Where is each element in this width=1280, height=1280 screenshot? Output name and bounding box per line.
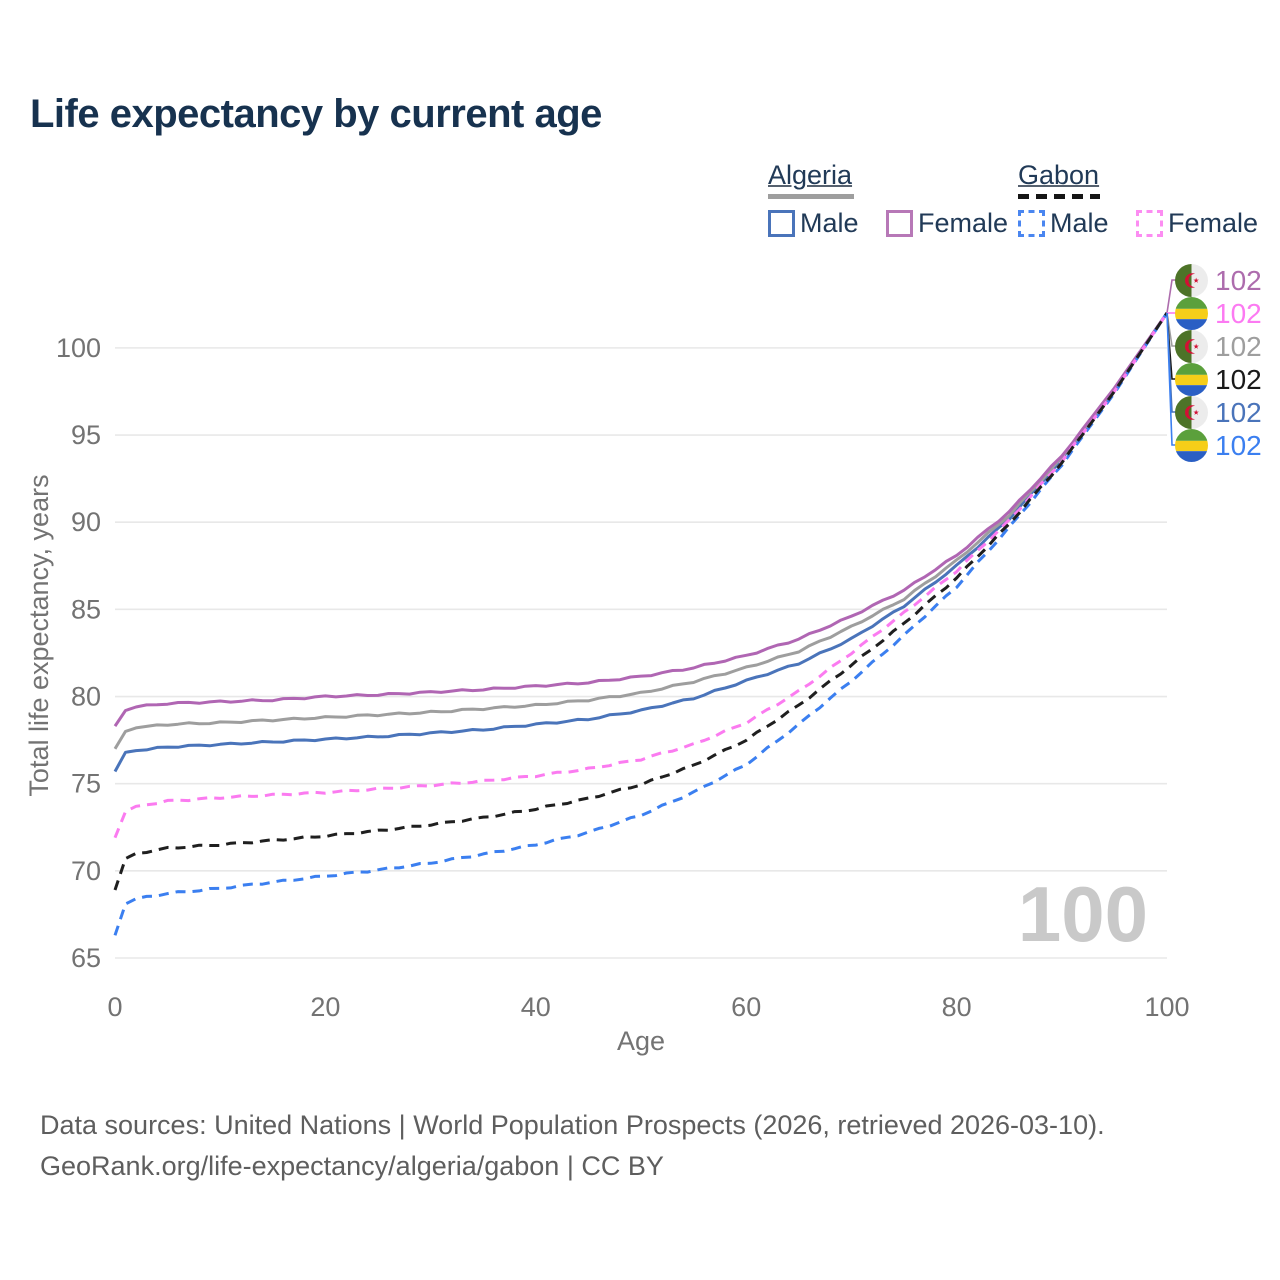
legend-label-algeria-male: Male	[800, 208, 859, 238]
algeria-flag-icon	[1175, 395, 1208, 429]
gabon-flag-icon	[1175, 296, 1208, 330]
x-tick-label: 0	[107, 992, 122, 1022]
endpoint-value-algeria-female: 102	[1215, 264, 1262, 296]
endpoint-label-gabon-all: 102	[1175, 362, 1262, 396]
series-line-gabon-male	[113, 312, 1169, 936]
y-axis-title: Total life expectancy, years	[24, 474, 54, 796]
endpoint-value-gabon-male: 102	[1215, 429, 1262, 461]
x-tick-label: 40	[521, 992, 551, 1022]
algeria-female-swatch-icon	[885, 210, 913, 237]
endpoint-value-gabon-female: 102	[1215, 297, 1262, 329]
footer-line-2: GeoRank.org/life-expectancy/algeria/gabo…	[40, 1151, 664, 1181]
y-tick-label: 65	[71, 943, 101, 973]
x-tick-label: 60	[731, 992, 761, 1022]
algeria-male-swatch-icon	[768, 210, 795, 237]
y-tick-label: 75	[71, 769, 101, 799]
endpoint-value-algeria-all: 102	[1215, 330, 1262, 362]
legend-country-algeria[interactable]: Algeria	[768, 160, 853, 190]
footer-line-1: Data sources: United Nations | World Pop…	[40, 1110, 1105, 1140]
legend-label-gabon-male: Male	[1050, 208, 1109, 238]
gabon-all-line-sample	[1018, 194, 1100, 199]
legend-item-algeria-female[interactable]: Female	[885, 208, 1009, 239]
y-tick-label: 70	[71, 856, 101, 886]
page-title: Life expectancy by current age	[30, 92, 602, 136]
algeria-flag-icon	[1175, 329, 1208, 363]
x-tick-label: 80	[942, 992, 972, 1022]
algeria-all-line-sample	[768, 194, 854, 199]
endpoint-label-algeria-all: 102	[1175, 329, 1262, 363]
series-line-algeria-male	[113, 312, 1169, 773]
series-line-algeria-all	[113, 312, 1169, 750]
algeria-flag-icon	[1175, 263, 1208, 297]
legend-item-gabon-male[interactable]: Male	[1018, 208, 1109, 239]
endpoint-value-algeria-male: 102	[1215, 396, 1262, 428]
life-expectancy-chart: 65 70 75 80 85 90 95 100 0 20 40 60 80 100 Age Total li…	[24, 279, 1190, 1056]
endpoint-label-algeria-female: 102	[1175, 263, 1262, 297]
legend-group-gabon: Gabon Male Female	[1018, 160, 1280, 242]
series-line-gabon-all	[113, 312, 1169, 891]
x-tick-label: 20	[310, 992, 340, 1022]
y-tick-label: 95	[71, 420, 101, 450]
legend-item-gabon-female[interactable]: Female	[1135, 208, 1259, 239]
y-tick-label: 80	[71, 682, 101, 712]
gabon-flag-icon	[1175, 428, 1208, 462]
y-tick-label: 85	[71, 594, 101, 624]
gabon-flag-icon	[1175, 362, 1208, 396]
hover-age-watermark: 100	[1018, 870, 1148, 958]
legend-label-gabon-female: Female	[1167, 208, 1259, 238]
data-source-footer: Data sources: United Nations | World Pop…	[40, 1105, 1105, 1187]
y-tick-label: 90	[71, 507, 101, 537]
endpoint-value-gabon-all: 102	[1215, 363, 1262, 395]
gabon-male-swatch-icon	[1018, 210, 1045, 237]
endpoint-label-gabon-male: 102	[1175, 428, 1262, 462]
gabon-female-swatch-icon	[1135, 210, 1163, 237]
x-axis-title: Age	[617, 1026, 665, 1056]
legend-label-algeria-female: Female	[917, 208, 1009, 238]
endpoint-label-gabon-female: 102	[1175, 296, 1262, 330]
y-tick-label: 100	[56, 333, 101, 363]
x-tick-label: 100	[1144, 992, 1189, 1022]
legend-group-algeria: Algeria Male Female	[768, 160, 1031, 242]
legend-item-algeria-male[interactable]: Male	[768, 208, 859, 239]
series-line-gabon-female	[113, 312, 1169, 839]
legend-country-gabon[interactable]: Gabon	[1018, 160, 1100, 190]
series-line-algeria-female	[113, 312, 1169, 727]
endpoint-label-algeria-male: 102	[1175, 395, 1262, 429]
